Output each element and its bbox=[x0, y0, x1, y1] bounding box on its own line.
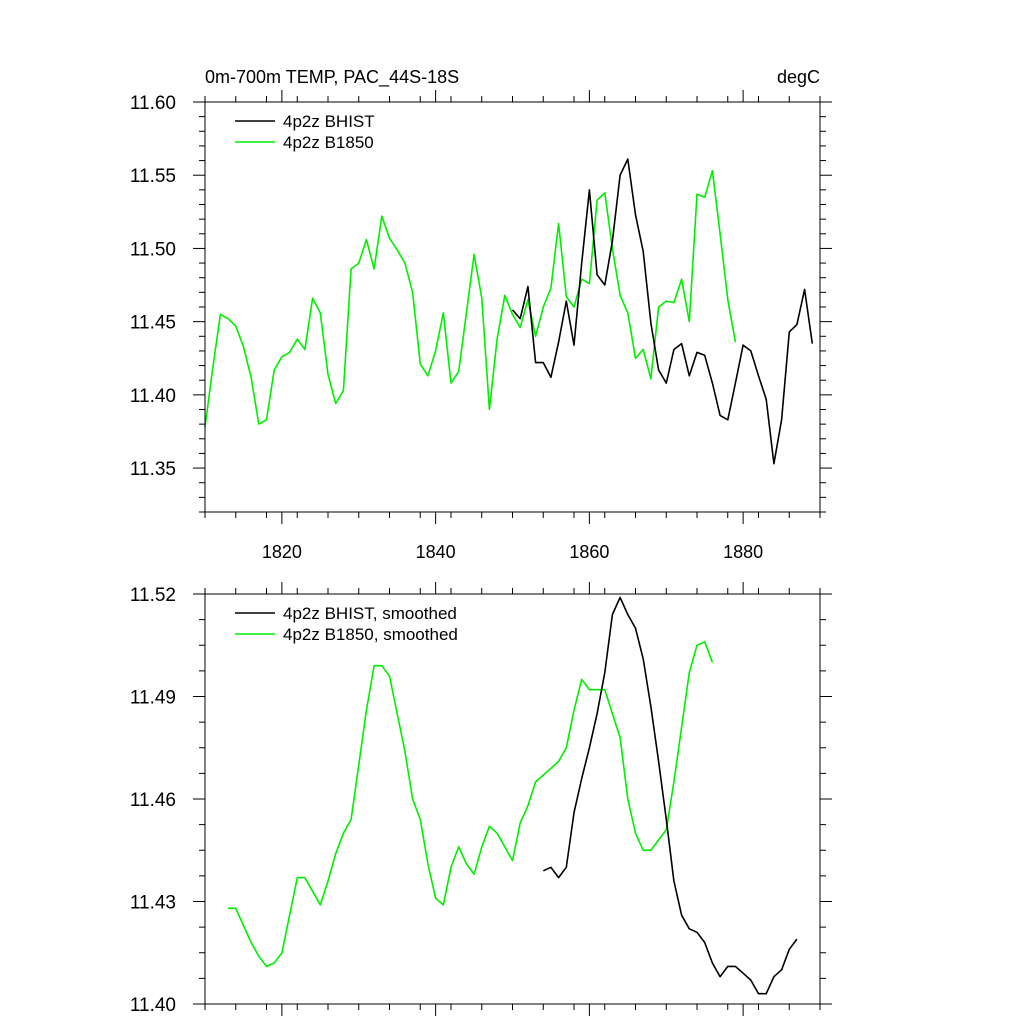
legend-label-b1850: 4p2z B1850 bbox=[283, 133, 374, 152]
series-line-bhist bbox=[511, 158, 814, 465]
axis-ticks: 11.35 11.40 11.45 11.50 11.55 11.60 1820 1840 18… bbox=[130, 90, 832, 562]
legend: 4p2z BHIST 4p2z B1850 bbox=[235, 112, 375, 152]
y-tick-label: 11.49 bbox=[130, 688, 176, 709]
x-tick-label: 1880 bbox=[723, 542, 763, 562]
series-line-b1850 bbox=[228, 640, 714, 968]
series-lines bbox=[228, 596, 798, 995]
legend-label-bhist-smoothed: 4p2z BHIST, smoothed bbox=[283, 604, 457, 623]
legend-label-bhist: 4p2z BHIST bbox=[283, 112, 375, 131]
series-lines bbox=[204, 158, 814, 465]
bottom-panel: 11.40 11.43 11.46 11.49 11.52 4p2z BHIST, sm… bbox=[130, 582, 832, 1016]
series-line-bhist bbox=[542, 596, 798, 995]
axis-ticks: 11.40 11.43 11.46 11.49 11.52 bbox=[130, 582, 832, 1016]
legend-label-b1850-smoothed: 4p2z B1850, smoothed bbox=[283, 625, 458, 644]
x-tick-label: 1860 bbox=[569, 542, 609, 562]
plot-frame bbox=[204, 593, 821, 1005]
plot-frame bbox=[204, 101, 821, 513]
y-tick-label: 11.40 bbox=[130, 386, 176, 407]
y-tick-label: 11.50 bbox=[130, 239, 176, 260]
series-line-b1850 bbox=[204, 170, 737, 428]
y-tick-label: 11.35 bbox=[130, 459, 176, 480]
y-tick-label: 11.60 bbox=[130, 93, 176, 114]
top-panel: 0m-700m TEMP, PAC_44S-18S degC 11.35 11.4… bbox=[130, 67, 832, 562]
y-tick-label: 11.46 bbox=[130, 790, 176, 811]
x-tick-label: 1840 bbox=[416, 542, 456, 562]
legend: 4p2z BHIST, smoothed 4p2z B1850, smoothe… bbox=[235, 604, 458, 644]
y-tick-label: 11.45 bbox=[130, 313, 176, 334]
y-tick-label: 11.55 bbox=[130, 166, 176, 187]
units-label: degC bbox=[777, 67, 820, 87]
panel-title: 0m-700m TEMP, PAC_44S-18S bbox=[205, 67, 459, 88]
y-tick-label: 11.43 bbox=[130, 893, 176, 914]
x-tick-label: 1820 bbox=[262, 542, 302, 562]
y-tick-label: 11.40 bbox=[130, 995, 176, 1016]
y-tick-label: 11.52 bbox=[130, 585, 176, 606]
